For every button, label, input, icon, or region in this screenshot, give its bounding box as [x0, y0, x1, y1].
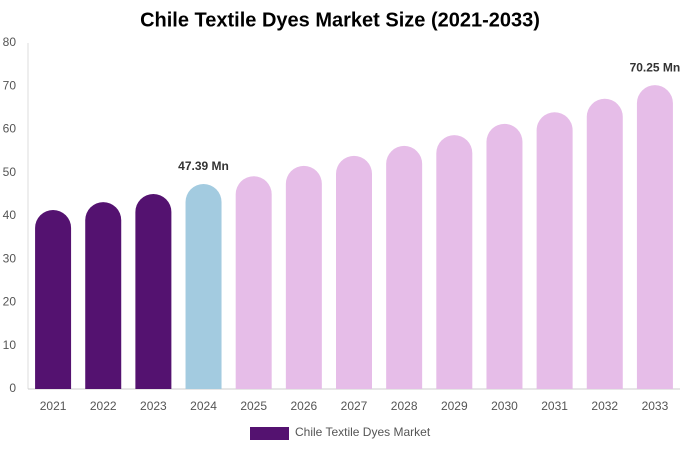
- x-tick-label: 2032: [591, 399, 618, 413]
- bar: [436, 135, 473, 389]
- data-label: 47.39 Mn: [178, 159, 229, 173]
- bar: [135, 193, 172, 389]
- x-tick-label: 2031: [541, 399, 568, 413]
- bar: [636, 85, 673, 389]
- y-tick-label: 20: [3, 295, 17, 309]
- x-tick-label: 2023: [140, 399, 167, 413]
- x-tick-label: 2027: [341, 399, 368, 413]
- x-tick-label: 2029: [441, 399, 468, 413]
- y-tick-label: 60: [3, 122, 17, 136]
- y-tick-label: 50: [3, 165, 17, 179]
- x-tick-label: 2025: [240, 399, 267, 413]
- y-tick-label: 70: [3, 78, 17, 92]
- data-label: 70.25 Mn: [630, 60, 680, 74]
- chart-title: Chile Textile Dyes Market Size (2021-203…: [140, 9, 540, 31]
- x-tick-label: 2026: [290, 399, 317, 413]
- x-tick-label: 2021: [40, 399, 67, 413]
- y-tick-label: 0: [9, 381, 16, 395]
- y-tick-label: 40: [3, 208, 17, 222]
- bar: [536, 112, 573, 389]
- legend-label: Chile Textile Dyes Market: [295, 425, 431, 439]
- x-tick-label: 2030: [491, 399, 518, 413]
- bar: [35, 209, 72, 389]
- y-tick-label: 80: [3, 35, 17, 49]
- legend-swatch: [250, 427, 289, 440]
- bar: [85, 202, 122, 389]
- x-tick-label: 2024: [190, 399, 217, 413]
- x-tick-label: 2028: [391, 399, 418, 413]
- bar: [386, 145, 423, 389]
- y-tick-label: 10: [3, 338, 17, 352]
- bar: [586, 98, 623, 389]
- x-tick-label: 2033: [642, 399, 669, 413]
- bar: [185, 184, 222, 389]
- bar: [235, 176, 272, 389]
- y-tick-label: 30: [3, 251, 17, 265]
- bar: [336, 155, 372, 389]
- bar: [285, 165, 322, 389]
- bar: [486, 123, 523, 389]
- x-tick-label: 2022: [90, 399, 117, 413]
